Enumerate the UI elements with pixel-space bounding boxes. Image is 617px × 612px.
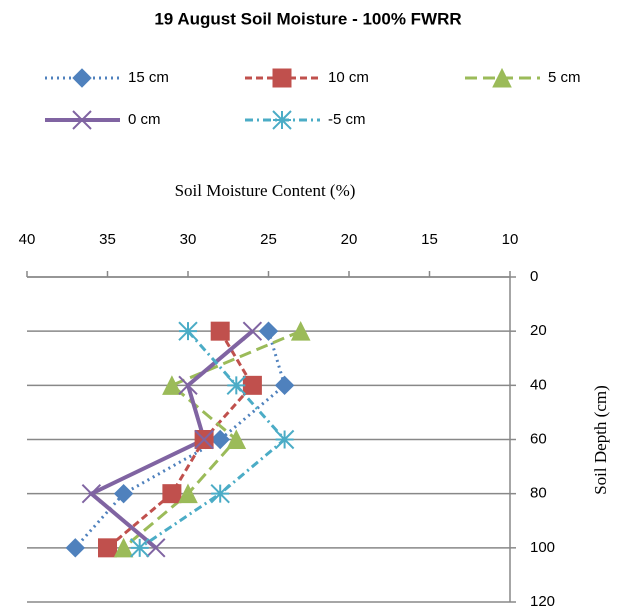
x-tick-label: 10 (502, 231, 519, 248)
x-axis-title: Soil Moisture Content (%) (175, 181, 356, 200)
legend-label: 10 cm (328, 69, 369, 86)
legend-label: 5 cm (548, 69, 581, 86)
marker (194, 429, 214, 450)
marker (210, 321, 230, 341)
marker (226, 375, 247, 396)
legend-item: 0 cm (45, 110, 161, 130)
legend-label: 15 cm (128, 69, 169, 86)
marker (274, 429, 295, 450)
marker (162, 375, 182, 395)
marker (72, 110, 92, 130)
marker (162, 484, 182, 504)
marker (272, 110, 292, 130)
marker (242, 375, 262, 395)
marker (178, 483, 198, 504)
marker (258, 321, 279, 341)
marker (178, 321, 198, 341)
series-line (74, 330, 287, 549)
y-tick-label: 60 (530, 430, 547, 447)
marker (146, 538, 166, 558)
marker (113, 537, 134, 558)
marker (290, 321, 311, 341)
marker (81, 483, 102, 504)
x-tick-label: 15 (421, 231, 438, 248)
marker (98, 538, 117, 558)
marker (274, 375, 295, 396)
chart-title: 19 August Soil Moisture - 100% FWRR (154, 9, 461, 28)
y-axis-title: Soil Depth (cm) (591, 385, 610, 495)
y-tick-label: 100 (530, 539, 555, 556)
marker (272, 68, 292, 88)
x-tick-label: 35 (99, 231, 116, 248)
x-tick-label: 40 (19, 231, 36, 248)
marker (129, 538, 150, 558)
marker (242, 321, 263, 341)
y-tick-label: 40 (530, 376, 547, 393)
x-tick-label: 30 (180, 231, 197, 248)
marker (226, 429, 247, 449)
marker (178, 375, 198, 396)
marker (210, 483, 230, 504)
marker (210, 429, 230, 450)
x-tick-label: 20 (341, 231, 358, 248)
marker (492, 67, 512, 88)
y-tick-label: 80 (530, 485, 547, 502)
marker (72, 68, 92, 88)
marker (65, 538, 86, 558)
y-tick-label: 20 (530, 322, 547, 339)
legend-label: -5 cm (328, 111, 366, 128)
marker (113, 483, 134, 504)
legend-label: 0 cm (128, 111, 161, 128)
y-tick-label: 0 (530, 268, 538, 285)
legend-item: 15 cm (45, 68, 169, 88)
legend-item: 10 cm (245, 68, 369, 88)
legend-item: 5 cm (465, 67, 581, 88)
y-tick-label: 120 (530, 593, 555, 610)
legend-item: -5 cm (245, 110, 366, 130)
x-tick-label: 25 (260, 231, 277, 248)
